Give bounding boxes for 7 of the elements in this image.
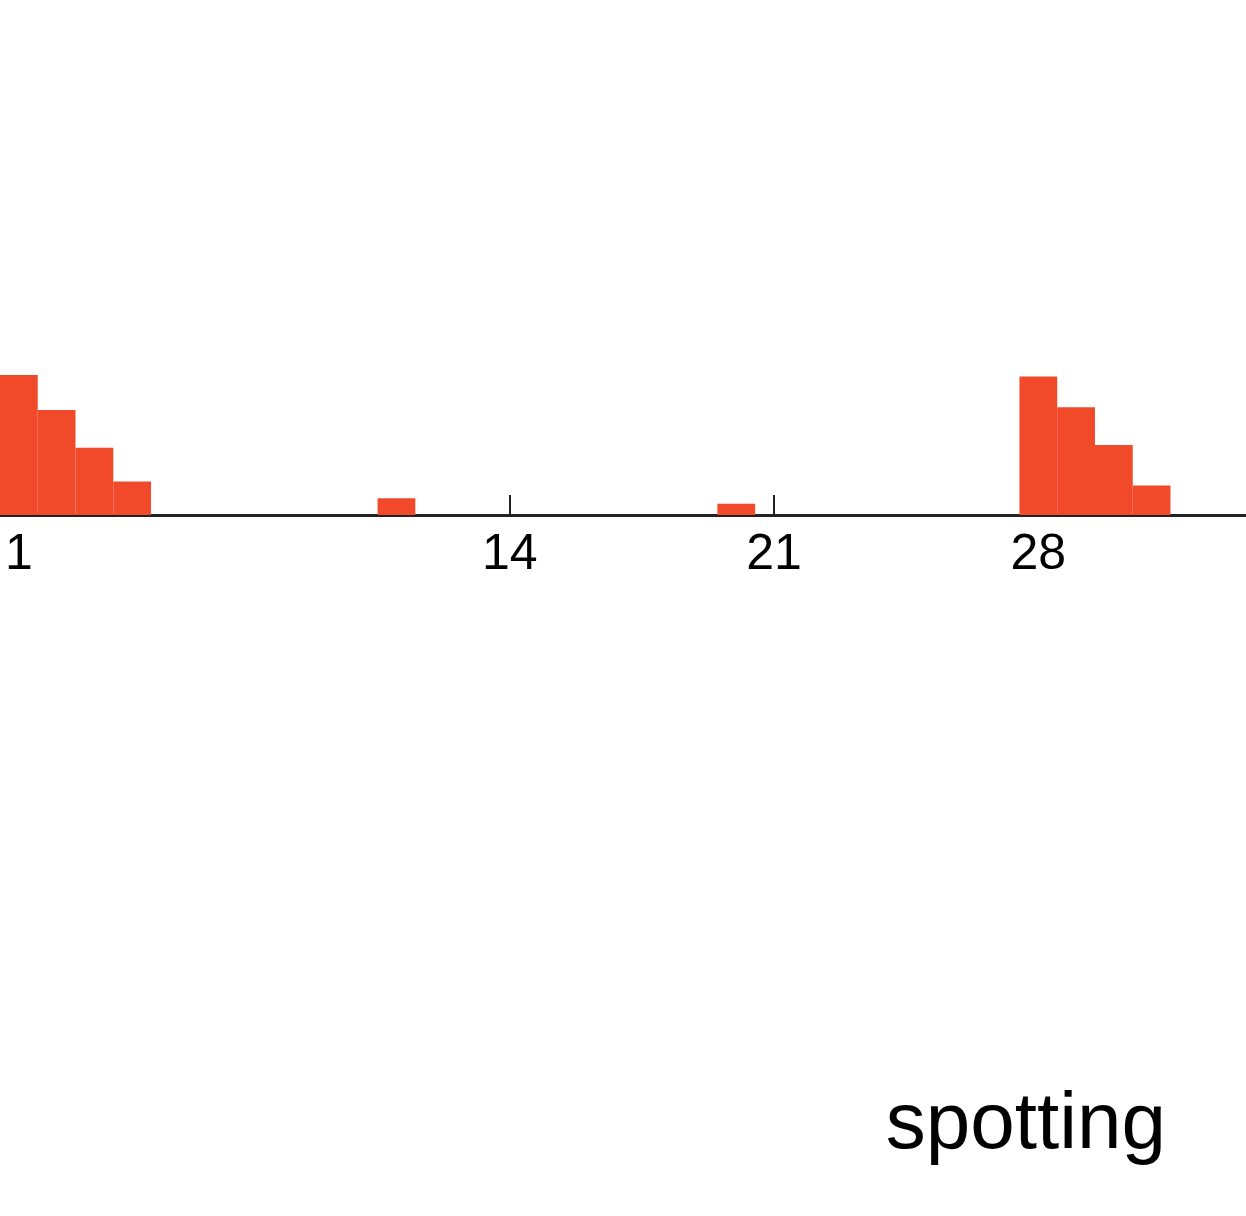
x-tick-label: 21 <box>746 524 802 580</box>
text: spotting <box>885 1075 1167 1165</box>
bar <box>377 498 416 515</box>
x-tick-label: 1 <box>4 524 33 580</box>
x-tick-label: 14 <box>481 524 538 580</box>
bar <box>717 503 756 515</box>
x-tick-label: 28 <box>1010 524 1067 580</box>
